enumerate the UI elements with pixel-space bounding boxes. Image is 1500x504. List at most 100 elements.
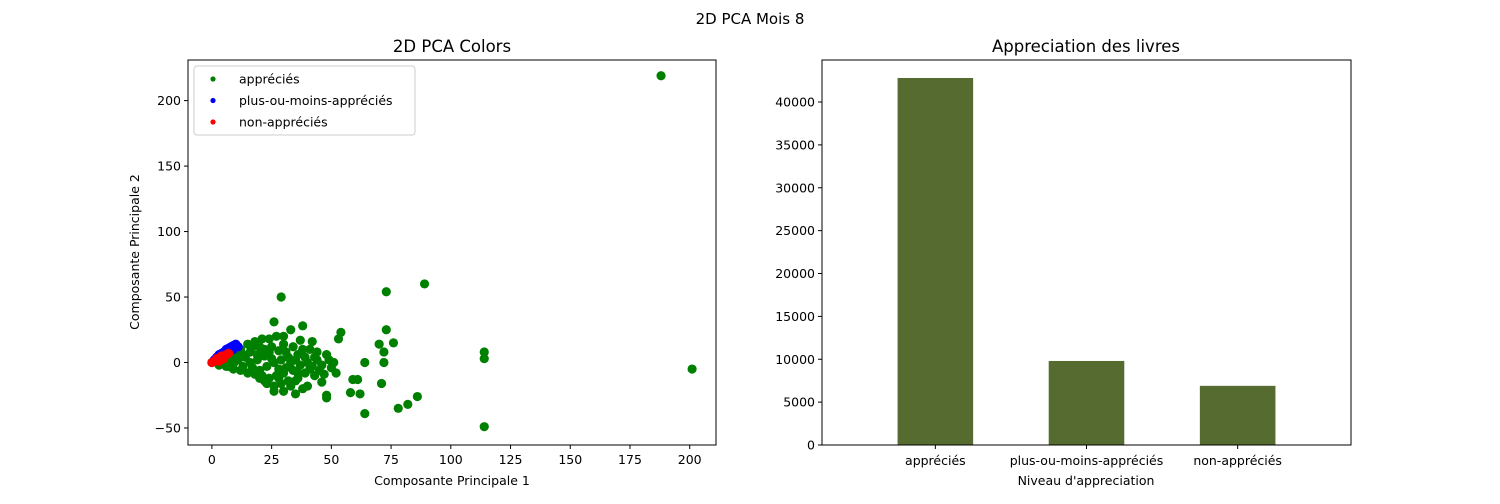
scatter-point	[379, 357, 389, 368]
scatter-point	[479, 353, 489, 364]
bar-y-tick-label: 25000	[775, 223, 815, 238]
legend-marker	[210, 119, 216, 125]
scatter-x-tick-label: 175	[618, 452, 642, 467]
scatter-point	[271, 331, 281, 341]
scatter-point	[321, 350, 332, 360]
bar-y-tick-label: 20000	[775, 266, 815, 281]
scatter-y-tick-label: 150	[157, 159, 181, 174]
scatter-x-tick-label: 0	[208, 452, 216, 467]
scatter-point	[276, 355, 286, 365]
scatter-point	[388, 338, 399, 348]
scatter-point	[224, 361, 234, 372]
scatter-x-tick-label: 150	[558, 452, 582, 467]
scatter-y-tick-label: 200	[157, 93, 181, 108]
scatter-point	[348, 374, 358, 385]
legend-marker	[210, 97, 216, 104]
scatter-point	[264, 334, 274, 344]
legend-label: non-appréciés	[239, 115, 328, 130]
scatter-point	[278, 339, 289, 349]
scatter-point	[374, 339, 384, 349]
scatter-chart: 2D PCA Colors 0 25 50 75 100 125 150 175 200 −50…	[127, 37, 717, 488]
scatter-point	[252, 350, 262, 360]
scatter-y-tick-label: −50	[155, 420, 181, 435]
scatter-point	[276, 292, 286, 302]
bar-title: Appreciation des livres	[992, 37, 1180, 56]
bar-y-tick-label: 0	[807, 438, 815, 453]
scatter-x-tick-label: 200	[678, 452, 702, 467]
bar-y-tick-label: 30000	[775, 180, 815, 195]
scatter-point	[269, 317, 279, 327]
bar-y-tick-label: 35000	[775, 137, 815, 152]
scatter-point	[305, 344, 315, 355]
scatter-x-axis: 0 25 50 75 100 125 150 175 200	[208, 445, 702, 467]
scatter-point	[278, 386, 289, 396]
scatter-y-tick-label: 100	[157, 224, 181, 239]
bar	[897, 78, 974, 445]
scatter-x-label: Composante Principale 1	[374, 473, 530, 488]
scatter-point	[310, 352, 320, 362]
scatter-point	[298, 344, 308, 355]
scatter-point	[247, 363, 258, 373]
scatter-point	[219, 353, 229, 364]
scatter-point	[262, 361, 272, 372]
figure-suptitle: 2D PCA Mois 8	[696, 10, 805, 28]
scatter-point	[355, 389, 365, 399]
bar	[1199, 385, 1276, 445]
bar-x-label: Niveau d'appreciation	[1018, 473, 1155, 488]
bar-y-tick-label: 15000	[775, 309, 815, 324]
scatter-point	[479, 422, 489, 432]
scatter-point	[333, 334, 344, 344]
scatter-x-tick-label: 75	[383, 452, 399, 467]
scatter-point	[381, 325, 391, 335]
bar-plot-area	[897, 78, 1276, 445]
scatter-point	[267, 342, 277, 352]
scatter-y-tick-label: 50	[165, 290, 181, 305]
scatter-x-tick-label: 125	[499, 452, 523, 467]
scatter-point	[255, 365, 265, 375]
scatter-point	[393, 403, 403, 413]
bar-y-tick-label: 10000	[775, 352, 815, 367]
scatter-point	[257, 334, 267, 344]
legend-label: appréciés	[239, 72, 300, 87]
scatter-x-tick-label: 25	[264, 452, 280, 467]
legend-label: plus-ou-moins-appréciés	[239, 93, 393, 108]
scatter-point	[479, 347, 489, 357]
scatter-point	[269, 386, 279, 396]
scatter-point	[238, 361, 248, 372]
scatter-point	[269, 357, 279, 368]
bar-category-label: appréciés	[905, 453, 966, 468]
scatter-point	[293, 368, 303, 378]
scatter-point	[412, 391, 422, 402]
scatter-plot-area	[207, 71, 697, 432]
scatter-point	[360, 408, 370, 419]
bar-x-axis: appréciés plus-ou-moins-appréciés non-appr…	[905, 445, 1282, 468]
scatter-point	[255, 373, 265, 383]
scatter-y-tick-label: 0	[173, 355, 181, 370]
scatter-x-tick-label: 100	[439, 452, 463, 467]
scatter-x-tick-label: 50	[323, 452, 339, 467]
scatter-point	[233, 342, 243, 352]
scatter-title: 2D PCA Colors	[393, 37, 511, 56]
scatter-point	[262, 378, 272, 389]
bar-chart: Appreciation des livres appréciés plus-ou…	[775, 37, 1352, 488]
scatter-point	[259, 351, 270, 361]
scatter-point	[307, 336, 317, 347]
scatter-point	[317, 377, 327, 387]
bar	[1048, 360, 1125, 445]
legend-marker	[210, 76, 216, 82]
scatter-point	[298, 321, 308, 331]
scatter-point	[305, 364, 315, 374]
scatter-point	[345, 388, 356, 398]
scatter-point	[281, 347, 291, 357]
scatter-y-axis: −50 0 50 100 150 200	[155, 93, 188, 435]
scatter-point	[403, 399, 413, 410]
scatter-point	[656, 71, 666, 81]
bar-y-tick-label: 40000	[775, 95, 815, 110]
bar-category-label: plus-ou-moins-appréciés	[1010, 453, 1164, 468]
scatter-point	[259, 344, 270, 355]
scatter-point	[317, 360, 327, 370]
scatter-point	[319, 369, 329, 379]
scatter-point	[238, 350, 248, 360]
scatter-point	[286, 381, 296, 391]
